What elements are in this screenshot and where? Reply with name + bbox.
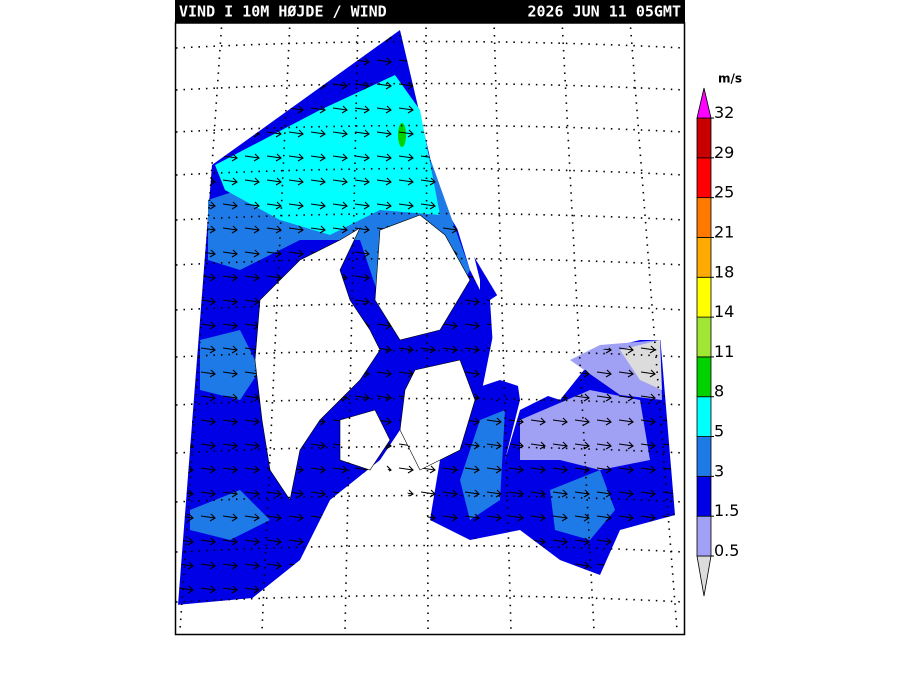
colorbar-segment: [696, 316, 712, 358]
colorbar-label: 29: [714, 143, 734, 162]
land: [339, 409, 391, 471]
colorbar-label: 14: [714, 302, 734, 321]
land: [380, 25, 480, 290]
colorbar-segment: [696, 276, 712, 318]
colorbar-segment: [696, 396, 712, 437]
colorbar-segment: [696, 475, 712, 517]
title-bar: [175, 0, 685, 23]
map-title: VIND I 10M HØJDE / WIND: [179, 3, 387, 21]
colorbar-above: [696, 87, 712, 119]
land: [254, 227, 381, 501]
land: [505, 330, 580, 460]
colorbar-label: 32: [714, 103, 734, 122]
land: [374, 214, 471, 341]
colorbar-label: 25: [714, 183, 734, 202]
colorbar-segment: [696, 117, 712, 159]
colorbar-segment: [696, 197, 712, 238]
colorbar-label: 18: [714, 262, 734, 281]
colorbar-segment: [696, 356, 712, 398]
map-area: [176, 23, 684, 634]
colorbar-label: 1.5: [714, 501, 739, 520]
colorbar-label: 11: [714, 342, 734, 361]
colorbar: 0.5 1.5 3 5 8 11 14 18 21 25 29 32: [696, 87, 739, 597]
colorbar-segment: [696, 237, 712, 278]
map-frame: [174, 22, 686, 636]
colorbar-segment: [696, 157, 712, 199]
colorbar-segment: [696, 436, 712, 477]
colorbar-segment: [696, 515, 712, 557]
land: [490, 290, 510, 380]
colorbar-below: [696, 555, 712, 597]
colorbar-label: 0.5: [714, 541, 739, 560]
map-timestamp: 2026 JUN 11 05GMT: [527, 3, 681, 21]
land: [600, 300, 684, 340]
colorbar-unit: m/s: [718, 72, 742, 86]
land: [176, 520, 684, 634]
colorbar-label: 3: [714, 461, 724, 480]
land: [399, 359, 476, 471]
colorbar-label: 5: [714, 422, 724, 441]
colorbar-label: 21: [714, 222, 734, 241]
colorbar-label: 8: [714, 382, 724, 401]
